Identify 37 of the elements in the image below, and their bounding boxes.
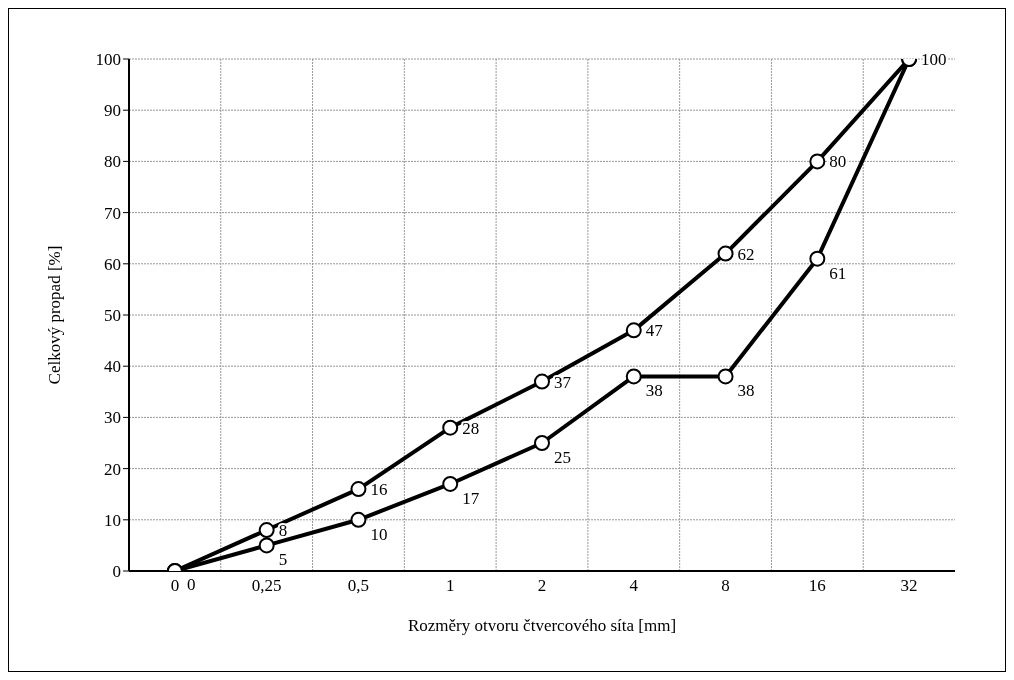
y-tick-label: 70: [104, 203, 121, 223]
y-tick-label: 20: [104, 459, 121, 479]
y-tick-label: 30: [104, 408, 121, 428]
data-label: 5: [278, 550, 288, 570]
y-axis-title: Celkový propad [%]: [45, 245, 65, 385]
data-label: 62: [737, 244, 755, 264]
data-label: 37: [554, 372, 572, 392]
data-label: 47: [645, 321, 664, 341]
data-label: 8: [278, 521, 288, 541]
x-tick-label: 8: [721, 576, 730, 596]
data-label: 28: [462, 418, 480, 438]
y-tick-label: 50: [104, 306, 121, 326]
data-label: 16: [370, 480, 388, 500]
data-label: 38: [737, 381, 755, 401]
x-axis-title: Rozměry otvoru čtvercového síta [mm]: [407, 616, 677, 635]
data-label: 25: [554, 448, 571, 467]
y-tick-label: 0: [112, 562, 121, 582]
x-tick-label: 4: [629, 576, 639, 596]
y-tick-label: 40: [104, 357, 121, 377]
x-tick-label: 0: [170, 576, 180, 596]
x-tick-label: 1: [445, 576, 455, 596]
data-label: 10: [370, 524, 388, 544]
data-label: 100: [921, 50, 947, 69]
data-label: 17: [462, 488, 480, 508]
y-tick-label: 10: [104, 510, 121, 530]
data-label: 38: [645, 381, 663, 401]
x-tick-label: 2: [537, 576, 547, 596]
y-tick-label: 100: [95, 50, 121, 70]
y-tick-label: 80: [104, 152, 121, 172]
data-label: 80: [829, 152, 847, 172]
x-tick-label: 16: [808, 576, 826, 596]
y-tick-label: 90: [104, 101, 121, 121]
y-tick-label: 60: [104, 254, 121, 274]
x-tick-label: 0,25: [251, 576, 282, 596]
x-tick-label: 0,5: [347, 576, 370, 596]
x-tick-label: 32: [900, 576, 918, 596]
data-label: 61: [829, 263, 847, 283]
